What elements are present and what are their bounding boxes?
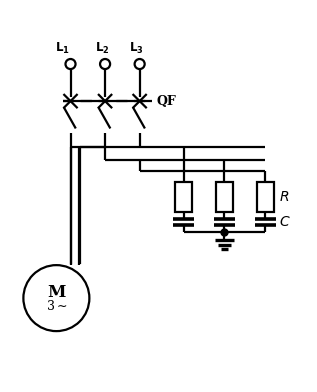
Bar (176, 182, 192, 212)
Text: M: M (47, 284, 66, 301)
Text: $\mathbf{L_3}$: $\mathbf{L_3}$ (129, 41, 144, 56)
Text: QF: QF (157, 94, 177, 108)
Text: $\mathbf{L_2}$: $\mathbf{L_2}$ (95, 41, 109, 56)
Text: $\mathbf{L_1}$: $\mathbf{L_1}$ (55, 41, 70, 56)
Text: $\mathit{R}$: $\mathit{R}$ (279, 190, 289, 204)
Text: 3$\sim$: 3$\sim$ (46, 299, 67, 313)
Bar (216, 182, 233, 212)
Bar (257, 182, 274, 212)
Text: $\mathit{C}$: $\mathit{C}$ (279, 215, 291, 229)
